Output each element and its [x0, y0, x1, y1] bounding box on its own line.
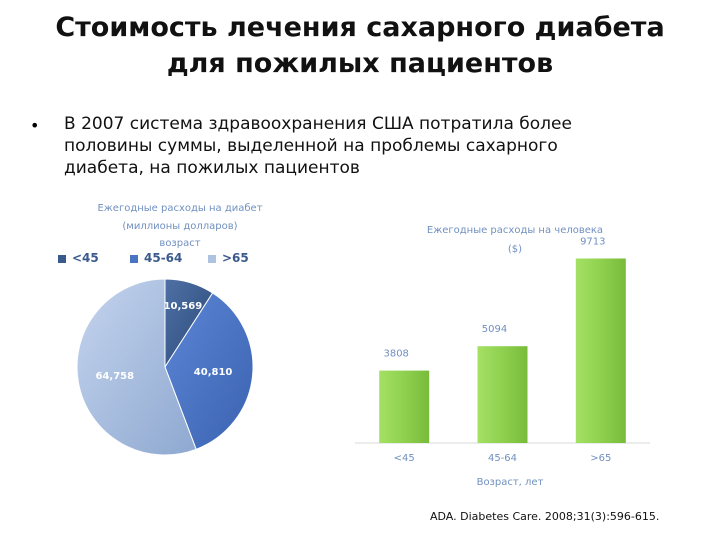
legend-label-gt65: >65	[222, 251, 249, 265]
bar-value-label-lt45: 3808	[383, 349, 408, 360]
bar-lt45	[379, 370, 430, 443]
title-line-2: для пожилых пациентов	[166, 48, 554, 79]
pie-legend-item-45-64: 45-64	[130, 251, 182, 265]
pie-title-line-2: (миллионы долларов)	[122, 221, 238, 232]
legend-swatch-lt45	[58, 254, 66, 263]
bar-gt65	[575, 258, 626, 443]
pie-value-label-45-64: 40,810	[194, 367, 233, 378]
legend-label-lt45: <45	[72, 251, 99, 265]
pie-slice-gt65	[76, 278, 197, 456]
legend-label-45-64: 45-64	[144, 251, 183, 265]
pie-slice-45-64	[164, 292, 254, 450]
bar-chart: 3808 <45 5094 45-64 9713 >65	[355, 237, 650, 464]
bar-title-line-1: Ежегодные расходы на человека	[426, 225, 604, 236]
bar-category-label-45-64: 45-64	[488, 453, 517, 464]
bar-value-label-45-64: 5094	[482, 324, 507, 335]
title-line-1: Стоимость лечения сахарного диабета	[55, 12, 665, 43]
legend-swatch-45-64	[130, 254, 138, 263]
bullet-marker: •	[30, 116, 40, 135]
pie-legend-item-gt65: >65	[208, 251, 249, 265]
bar-x-axis-label: Возраст, лет	[476, 477, 544, 488]
slide-title: Стоимость лечения сахарного диабета для …	[0, 10, 720, 82]
pie-value-label-gt65: 64,758	[96, 371, 135, 382]
bar-category-label-gt65: >65	[590, 453, 611, 464]
pie-chart: 10,569 40,810 64,758	[76, 278, 254, 456]
pie-title-line-1: Ежегодные расходы на диабет	[97, 203, 263, 214]
legend-swatch-gt65	[208, 254, 216, 263]
pie-legend-item-lt45: <45	[58, 251, 99, 265]
bar-category-label-lt45: <45	[394, 453, 415, 464]
bar-45-64	[477, 346, 528, 443]
pie-value-label-lt45: 10,569	[164, 301, 203, 312]
citation: ADA. Diabetes Care. 2008;31(3):596-615.	[430, 510, 660, 523]
bar-title-line-2: ($)	[507, 244, 523, 255]
pie-legend-title: возраст	[159, 238, 201, 249]
bar-value-label-gt65: 9713	[580, 237, 605, 248]
bullet-text: В 2007 система здравоохранения США потра…	[64, 114, 572, 178]
